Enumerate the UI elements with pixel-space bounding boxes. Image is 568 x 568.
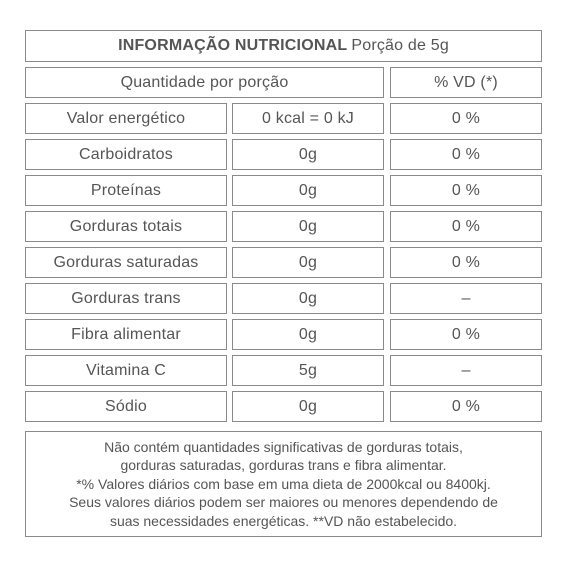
nutrient-amount: 0g xyxy=(232,247,384,278)
nutrient-name: Valor energético xyxy=(25,103,227,134)
footnote-box: Não contém quantidades significativas de… xyxy=(25,431,542,537)
nutrient-amount: 0g xyxy=(232,139,384,170)
nutrient-amount: 0g xyxy=(232,283,384,314)
nutrient-amount: 0g xyxy=(232,391,384,422)
footnote-line: Não contém quantidades significativas de… xyxy=(104,438,463,455)
nutrient-amount: 0g xyxy=(232,175,384,206)
footnote-line: Seus valores diários podem ser maiores o… xyxy=(69,494,498,511)
nutrient-vd: 0 % xyxy=(390,319,542,350)
nutrient-amount: 0g xyxy=(232,319,384,350)
nutrient-vd: 0 % xyxy=(390,211,542,242)
nutrient-vd: 0 % xyxy=(390,247,542,278)
portion-size: Porção de 5g xyxy=(351,37,449,54)
nutrient-vd: 0 % xyxy=(390,175,542,206)
footnote-text: Não contém quantidades significativas de… xyxy=(69,438,498,531)
nutrient-name: Gorduras totais xyxy=(25,211,227,242)
nutrient-vd: 0 % xyxy=(390,139,542,170)
nutrient-name: Vitamina C xyxy=(25,355,227,386)
nutrient-vd: – xyxy=(390,355,542,386)
column-header-vd: % VD (*) xyxy=(390,67,542,98)
nutrient-name: Gorduras trans xyxy=(25,283,227,314)
nutrient-amount: 5g xyxy=(232,355,384,386)
nutrient-name: Carboidratos xyxy=(25,139,227,170)
nutrient-vd: – xyxy=(390,283,542,314)
title-bold: INFORMAÇÃO NUTRICIONAL xyxy=(118,37,348,54)
footnote-line: *% Valores diários com base em uma dieta… xyxy=(76,475,491,492)
column-header-quantity: Quantidade por porção xyxy=(25,67,384,98)
nutrient-name: Sódio xyxy=(25,391,227,422)
footnote-line: gorduras saturadas, gorduras trans e fib… xyxy=(120,457,447,474)
nutrient-vd: 0 % xyxy=(390,103,542,134)
nutrient-name: Gorduras saturadas xyxy=(25,247,227,278)
nutrient-amount: 0 kcal = 0 kJ xyxy=(232,103,384,134)
footnote-line: suas necessidades energéticas. **VD não … xyxy=(109,512,458,529)
table-title: INFORMAÇÃO NUTRICIONAL Porção de 5g xyxy=(25,30,542,62)
nutrient-amount: 0g xyxy=(232,211,384,242)
nutrient-name: Proteínas xyxy=(25,175,227,206)
nutrient-name: Fibra alimentar xyxy=(25,319,227,350)
nutrient-vd: 0 % xyxy=(390,391,542,422)
